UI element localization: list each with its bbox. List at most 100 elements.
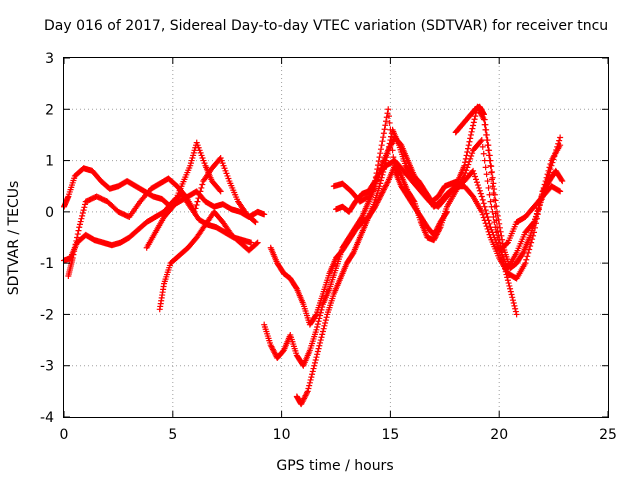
data-point (378, 174, 385, 181)
data-point (482, 164, 489, 171)
data-point (510, 300, 517, 307)
data-point (509, 294, 516, 301)
data-point (472, 176, 479, 183)
data-point (316, 342, 323, 349)
data-point (74, 234, 81, 241)
data-point (76, 224, 83, 231)
grid-lines (64, 58, 608, 417)
series-track-7 (267, 134, 564, 328)
y-tick-label: 2 (45, 102, 54, 118)
data-point (312, 357, 319, 364)
x-tick-label: 25 (599, 427, 617, 443)
data-point (533, 213, 540, 220)
data-point (470, 167, 477, 174)
data-point (505, 280, 512, 287)
data-point (376, 154, 383, 161)
data-point (507, 285, 514, 292)
data-point (484, 225, 491, 232)
data-point (71, 248, 78, 255)
data-point (512, 308, 519, 315)
data-point (470, 122, 477, 129)
data-point (375, 158, 382, 165)
data-point (384, 110, 391, 117)
data-point (76, 221, 83, 228)
data-point (248, 239, 255, 246)
data-point (375, 162, 382, 169)
data-point (217, 188, 224, 195)
data-point (253, 240, 260, 247)
data-point (81, 204, 88, 211)
data-point (317, 339, 324, 346)
y-tick-label: -2 (40, 307, 54, 323)
data-point (74, 231, 81, 238)
data-point (315, 345, 322, 352)
data-point (465, 145, 472, 152)
data-point (471, 170, 478, 177)
data-point (466, 138, 473, 145)
data-point (522, 260, 529, 267)
y-tick-label: -1 (40, 256, 54, 272)
data-point (194, 198, 201, 205)
data-point (499, 240, 506, 247)
data-point (312, 312, 319, 319)
data-point (472, 113, 479, 120)
data-point (476, 187, 483, 194)
data-point (485, 228, 492, 235)
data-point (383, 154, 390, 161)
data-point (537, 196, 544, 203)
data-point (557, 188, 564, 195)
data-point (309, 368, 316, 375)
data-point (469, 150, 476, 157)
data-point (383, 157, 390, 164)
data-point (477, 138, 484, 145)
data-point (491, 186, 498, 193)
data-point (483, 126, 490, 133)
data-point (196, 191, 203, 198)
data-point (191, 208, 198, 215)
data-point (306, 379, 313, 386)
data-point (380, 130, 387, 137)
data-point (377, 177, 384, 184)
data-point (474, 182, 481, 189)
data-point (489, 174, 496, 181)
data-point (443, 209, 450, 216)
data-point (504, 277, 511, 284)
data-point (469, 125, 476, 132)
data-point (557, 142, 564, 149)
data-point (488, 163, 495, 170)
data-point (486, 231, 493, 238)
data-point (479, 211, 486, 218)
data-point (315, 318, 322, 325)
data-point (508, 291, 515, 298)
data-point (480, 200, 487, 207)
data-point (547, 160, 554, 167)
data-point (482, 121, 489, 128)
data-point (493, 203, 500, 210)
data-point (557, 134, 564, 141)
data-point (79, 209, 86, 216)
data-point (319, 328, 326, 335)
data-point (481, 203, 488, 210)
data-point (558, 176, 565, 183)
data-point (475, 184, 482, 191)
data-point (387, 126, 394, 133)
data-point (195, 195, 202, 202)
data-point (507, 288, 514, 295)
data-point (544, 171, 551, 178)
data-point (498, 232, 505, 239)
data-point (379, 138, 386, 145)
data-point (509, 297, 516, 304)
data-point (485, 142, 492, 149)
data-point (311, 359, 318, 366)
data-point (377, 180, 384, 187)
data-point (306, 382, 313, 389)
data-point (487, 157, 494, 164)
data-point (377, 150, 384, 157)
data-point (309, 371, 316, 378)
x-tick-label: 5 (168, 427, 177, 443)
data-point (490, 213, 497, 220)
data-point (494, 208, 501, 215)
data-point (198, 184, 205, 191)
data-point (314, 321, 321, 328)
data-point (482, 220, 489, 227)
